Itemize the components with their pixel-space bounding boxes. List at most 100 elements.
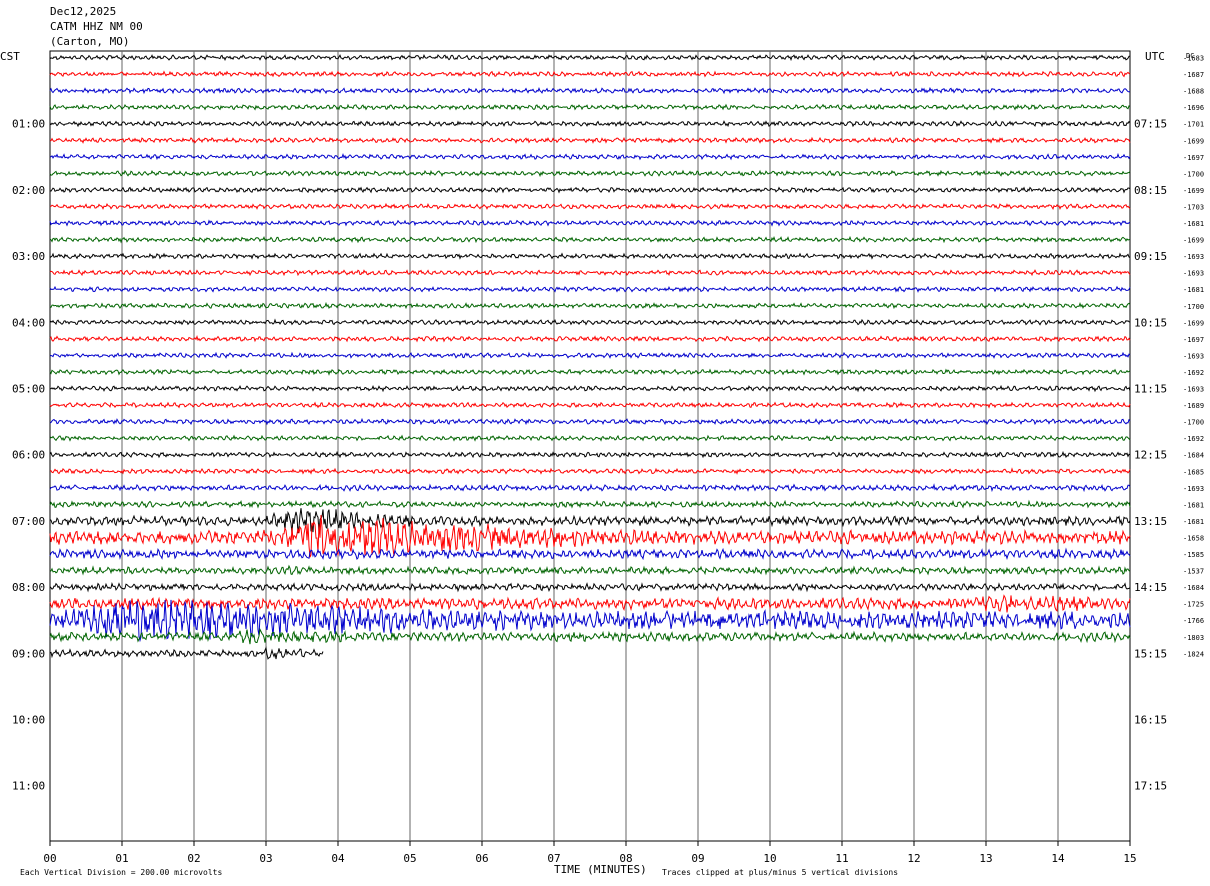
- right-hour-label-13:15: 13:15: [1134, 515, 1167, 528]
- seismic-trace: [49, 202, 1131, 211]
- dc-offset-label: -1658: [1183, 534, 1204, 542]
- seismic-trace: [49, 594, 1131, 613]
- footer-scale-note: Each Vertical Division = 200.00 microvol…: [20, 868, 222, 877]
- seismic-trace: [49, 351, 1131, 359]
- left-hour-labels: 01:00 02:00 03:00 04:00 05:00 06:00 07:00 08:00…: [12, 118, 45, 793]
- x-axis-title: TIME (MINUTES): [554, 863, 647, 876]
- dc-header-label: DC: [1186, 52, 1194, 60]
- dc-offset-label: -1585: [1183, 551, 1204, 559]
- x-axis-ticks: 00 01 02 03 04 05 06 07 08 09 10 11 12 13 14 15: [43, 841, 1137, 865]
- right-hour-label-14:15: 14:15: [1134, 581, 1167, 594]
- seismic-trace: [49, 152, 1131, 161]
- dc-offset-label: -1766: [1183, 617, 1204, 625]
- seismic-trace: [49, 186, 1131, 194]
- dc-offset-label: -1803: [1183, 634, 1204, 642]
- dc-offset-label: -1693: [1183, 352, 1204, 360]
- dc-offset-label: -1692: [1183, 369, 1204, 377]
- dc-offset-label: -1537: [1183, 568, 1204, 576]
- dc-offset-label: -1685: [1183, 468, 1204, 476]
- dc-offset-label: -1683: [1183, 55, 1204, 63]
- dc-offset-label: -1725: [1183, 601, 1204, 609]
- x-tick-label-13: 13: [979, 852, 992, 865]
- x-tick-label-10: 10: [763, 852, 776, 865]
- dc-offset-label: -1697: [1183, 336, 1204, 344]
- left-hour-label-05:00: 05:00: [12, 383, 45, 396]
- grid-lines: [121, 51, 1059, 841]
- x-tick-label-00: 00: [43, 852, 56, 865]
- seismic-trace: [49, 368, 1131, 376]
- seismic-trace: [49, 417, 1131, 426]
- seismic-trace: [49, 169, 1131, 178]
- seismic-trace: [49, 285, 1131, 293]
- seismic-trace: [49, 103, 1131, 111]
- dc-offset-label: -1701: [1183, 121, 1204, 129]
- left-hour-label-04:00: 04:00: [12, 316, 45, 329]
- seismic-trace: [49, 646, 324, 660]
- left-hour-label-01:00: 01:00: [12, 118, 45, 131]
- seismic-trace: [49, 467, 1131, 475]
- seismic-trace: [49, 136, 1131, 144]
- seismic-trace: [49, 269, 1131, 277]
- x-tick-label-15: 15: [1123, 852, 1136, 865]
- seismic-trace: [49, 434, 1131, 442]
- dc-offset-label: -1684: [1183, 452, 1204, 460]
- header-station: CATM HHZ NM 00: [50, 20, 143, 33]
- seismic-trace: [49, 53, 1131, 62]
- dc-offset-label: -1700: [1183, 303, 1204, 311]
- right-timezone-label: UTC: [1145, 50, 1165, 63]
- x-tick-label-09: 09: [691, 852, 704, 865]
- right-hour-label-15:15: 15:15: [1134, 647, 1167, 660]
- dc-offset-label: -1681: [1183, 501, 1204, 509]
- left-hour-label-07:00: 07:00: [12, 515, 45, 528]
- seismic-trace: [49, 86, 1131, 95]
- dc-offset-label: -1687: [1183, 71, 1204, 79]
- seismic-trace: [49, 384, 1131, 393]
- right-hour-label-12:15: 12:15: [1134, 449, 1167, 462]
- dc-offset-label: -1700: [1183, 419, 1204, 427]
- x-tick-label-14: 14: [1051, 852, 1065, 865]
- x-tick-label-03: 03: [259, 852, 272, 865]
- x-tick-label-01: 01: [115, 852, 128, 865]
- x-tick-label-08: 08: [619, 852, 632, 865]
- dc-offset-label: -1688: [1183, 88, 1204, 96]
- dc-offset-label: -1696: [1183, 104, 1204, 112]
- dc-offset-labels: -1683 -1687 -1688 -1696 -1701 -1699 -1697 -1700…: [1183, 55, 1204, 659]
- x-tick-label-02: 02: [187, 852, 200, 865]
- seismic-trace: [49, 70, 1131, 78]
- seismic-trace: [49, 564, 1131, 576]
- dc-offset-label: -1703: [1183, 203, 1204, 211]
- seismic-trace: [49, 547, 1131, 561]
- trace-group: [49, 53, 1131, 660]
- right-hour-label-17:15: 17:15: [1134, 780, 1167, 793]
- x-tick-label-06: 06: [475, 852, 488, 865]
- dc-offset-label: -1699: [1183, 237, 1204, 245]
- seismic-trace: [49, 120, 1131, 128]
- seismic-trace: [49, 301, 1131, 310]
- left-hour-label-02:00: 02:00: [12, 184, 45, 197]
- right-hour-label-07:15: 07:15: [1134, 118, 1167, 131]
- dc-offset-label: -1684: [1183, 584, 1204, 592]
- right-hour-label-10:15: 10:15: [1134, 316, 1167, 329]
- dc-offset-label: -1693: [1183, 485, 1204, 493]
- x-tick-label-11: 11: [835, 852, 848, 865]
- right-hour-label-11:15: 11:15: [1134, 383, 1167, 396]
- right-hour-label-08:15: 08:15: [1134, 184, 1167, 197]
- seismic-trace: [49, 627, 1131, 645]
- x-tick-label-12: 12: [907, 852, 920, 865]
- dc-offset-label: -1699: [1183, 137, 1204, 145]
- seismic-trace: [49, 508, 1131, 534]
- seismic-trace: [49, 450, 1131, 459]
- footer-clip-note: Traces clipped at plus/minus 5 vertical …: [662, 868, 898, 877]
- dc-offset-label: -1693: [1183, 253, 1204, 261]
- dc-offset-label: -1681: [1183, 518, 1204, 526]
- left-hour-label-03:00: 03:00: [12, 250, 45, 263]
- left-hour-label-08:00: 08:00: [12, 581, 45, 594]
- dc-offset-label: -1692: [1183, 435, 1204, 443]
- x-tick-label-05: 05: [403, 852, 416, 865]
- right-hour-label-09:15: 09:15: [1134, 250, 1167, 263]
- seismic-trace: [49, 318, 1131, 326]
- dc-offset-label: -1689: [1183, 402, 1204, 410]
- left-hour-label-10:00: 10:00: [12, 714, 45, 727]
- seismic-trace: [49, 514, 1131, 558]
